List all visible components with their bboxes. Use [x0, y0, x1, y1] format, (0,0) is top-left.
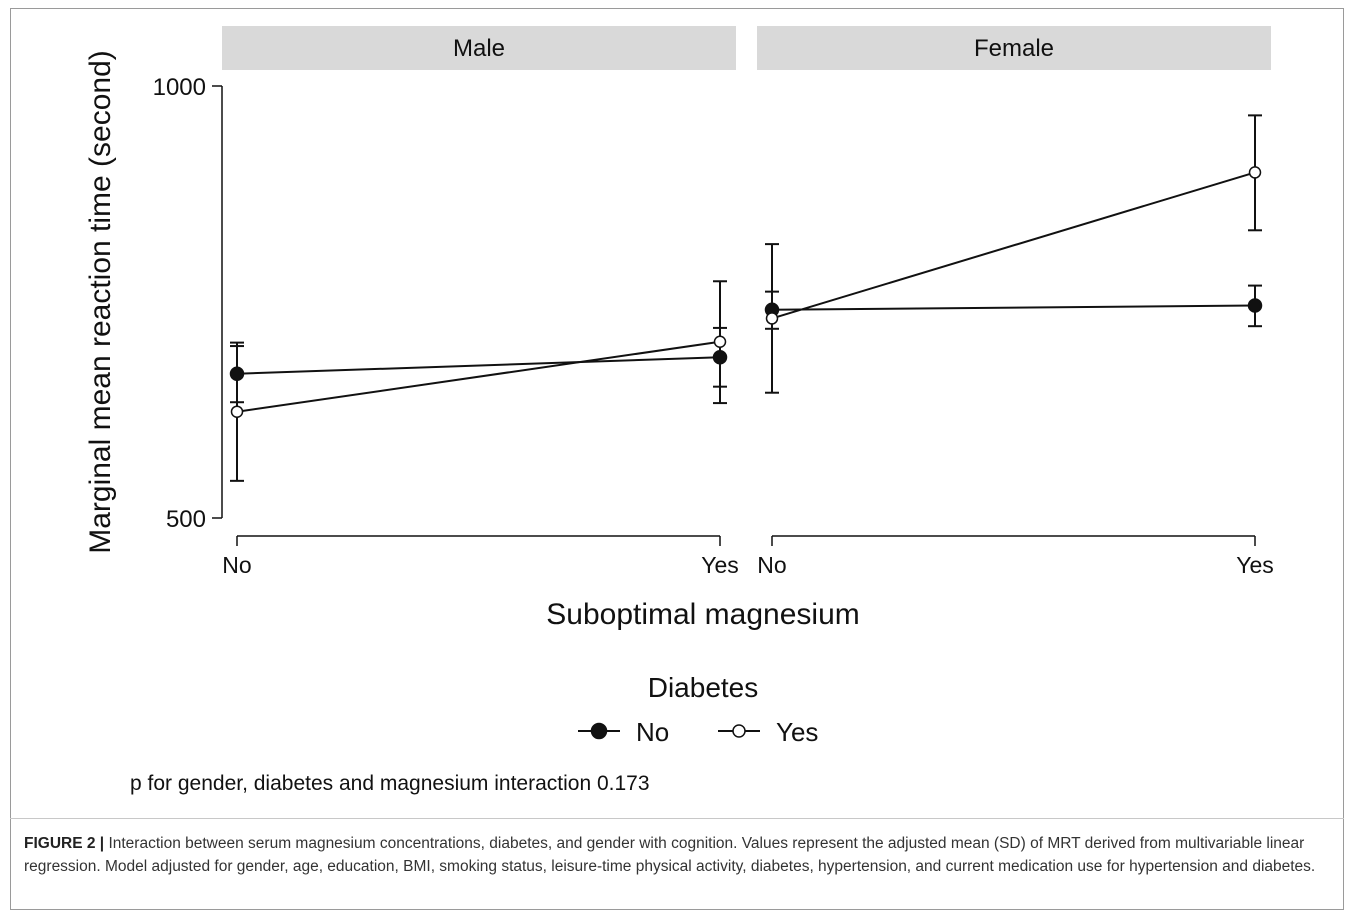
series-line [771, 304, 1256, 311]
x-tick-label: No [757, 552, 786, 578]
facet-title: Male [453, 35, 505, 62]
x-axis-label: Suboptimal magnesium [546, 598, 860, 631]
legend-label: No [636, 717, 669, 747]
series-yes [230, 280, 727, 482]
panels: Male No Yes Female No Yes [222, 26, 1274, 578]
series-line [236, 340, 721, 413]
legend-label: Yes [776, 717, 818, 747]
data-point [1248, 166, 1262, 179]
figure-caption: FIGURE 2 | Interaction between serum mag… [24, 832, 1330, 878]
caption-label: FIGURE 2 | [24, 835, 105, 852]
chart: Male No Yes Female No Yes 500 1000 Marginal me… [84, 26, 1274, 747]
facet-strip [757, 26, 1271, 70]
data-point [765, 312, 779, 325]
y-tick-label: 500 [166, 506, 206, 533]
series-no [229, 326, 728, 404]
interaction-note: p for gender, diabetes and magnesium int… [130, 772, 650, 795]
y-tick-label: 1000 [153, 74, 206, 101]
legend-marker [732, 724, 746, 738]
legend-item-yes: Yes [718, 717, 818, 747]
legend-item-no: No [578, 717, 669, 747]
panel-female: Female No Yes [757, 26, 1274, 578]
legend-marker [590, 722, 608, 740]
series-no [764, 284, 1263, 330]
x-tick-label: Yes [701, 552, 739, 578]
legend-title: Diabetes [648, 672, 759, 703]
facet-title: Female [974, 35, 1054, 62]
panel-male: Male No Yes [222, 26, 739, 578]
x-tick-label: Yes [1236, 552, 1274, 578]
data-point [230, 405, 244, 418]
legend: No Yes [578, 717, 818, 747]
data-point [1247, 298, 1263, 313]
y-axis-label: Marginal mean reaction time (second) [84, 50, 117, 554]
x-tick-label: No [222, 552, 251, 578]
caption-divider [10, 818, 1344, 819]
figure-frame [10, 8, 1344, 910]
caption-text: Interaction between serum magnesium conc… [24, 835, 1316, 875]
series-yes [765, 114, 1262, 394]
y-axis: 500 1000 [153, 74, 223, 533]
series-line [771, 171, 1256, 320]
series-line [236, 356, 721, 375]
facet-strip [222, 26, 736, 70]
data-point [713, 335, 727, 348]
